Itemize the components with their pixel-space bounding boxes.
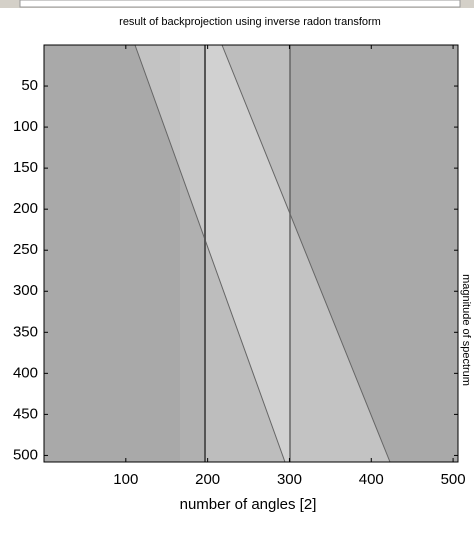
x-axis-label: number of angles [2] bbox=[180, 496, 317, 513]
plot-frame bbox=[43, 44, 459, 463]
y-tick-label: 100 bbox=[13, 118, 38, 135]
y-tick-label: 500 bbox=[13, 446, 38, 463]
top-box bbox=[19, 0, 461, 8]
x-tick-label: 100 bbox=[113, 471, 138, 488]
y-axis-label: magnitude of spectrum bbox=[460, 274, 472, 386]
y-tick-label: 250 bbox=[13, 241, 38, 258]
y-tick-label: 400 bbox=[13, 364, 38, 381]
y-tick-label: 150 bbox=[13, 159, 38, 176]
y-tick-label: 300 bbox=[13, 282, 38, 299]
y-tick-label: 50 bbox=[21, 77, 38, 94]
x-tick-label: 400 bbox=[359, 471, 384, 488]
x-tick-label: 200 bbox=[195, 471, 220, 488]
x-tick-label: 300 bbox=[277, 471, 302, 488]
y-tick-label: 200 bbox=[13, 200, 38, 217]
image bbox=[44, 44, 458, 463]
image-band bbox=[180, 45, 205, 462]
y-tick-label: 450 bbox=[13, 405, 38, 422]
image-band bbox=[205, 45, 290, 462]
chart-title: result of backprojection using inverse r… bbox=[119, 16, 381, 28]
x-tick-label: 500 bbox=[441, 471, 466, 488]
y-tick-label: 350 bbox=[13, 323, 38, 340]
